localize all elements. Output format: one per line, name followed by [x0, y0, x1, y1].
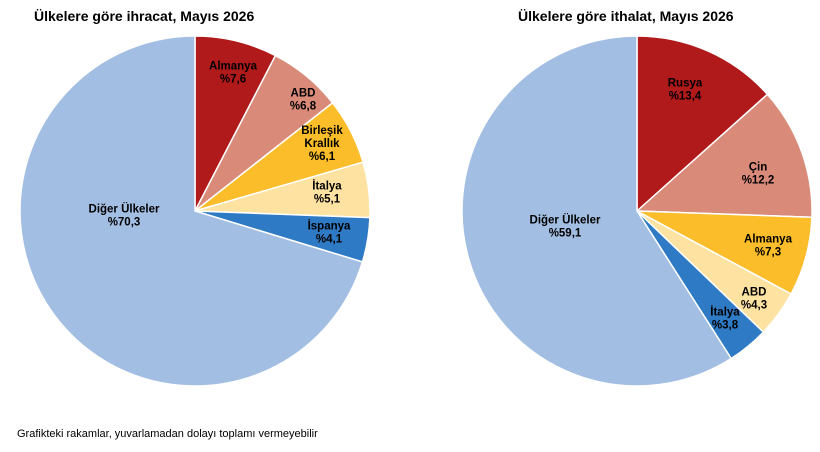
- slice-value: %12,2: [742, 175, 775, 187]
- slice-value: %7,3: [755, 247, 781, 259]
- slice-name: Almanya: [744, 234, 793, 246]
- slice-value: %4,1: [316, 234, 343, 246]
- slice-value: %4,3: [741, 300, 767, 312]
- slice-label-rusya: Rusya %13,4: [668, 78, 703, 103]
- slice-label-almanya: Almanya %7,3: [744, 234, 793, 259]
- slice-label-abd: ABD %6,8: [290, 88, 317, 113]
- footnote: Grafikteki rakamlar, yuvarlamadan dolayı…: [17, 428, 318, 440]
- slice-name: Almanya: [209, 61, 258, 73]
- export-pie-chart: Almanya %7,6 ABD %6,8 Birleşik Krallık %6,1 İta…: [19, 35, 371, 387]
- slice-name: ABD: [742, 287, 767, 299]
- slice-value: %70,3: [108, 217, 141, 229]
- slice-label-birlesik-krallik: Birleşik Krallık %6,1: [301, 125, 343, 163]
- pie-slice-diger-ulkeler: [461, 35, 733, 387]
- slice-value: %6,8: [290, 101, 317, 113]
- slice-label-i-spanya: İspanya %4,1: [308, 220, 351, 246]
- slice-label-i-talya: İtalya %3,8: [710, 306, 740, 332]
- pie-slice-rusya: [636, 35, 769, 213]
- slice-value: %59,1: [549, 228, 582, 240]
- slice-value: %13,4: [669, 91, 702, 103]
- slice-name: Diğer Ülkeler: [89, 203, 160, 216]
- slice-name: ABD: [291, 88, 316, 100]
- slice-label-diger-ulkeler: Diğer Ülkeler %59,1: [530, 214, 601, 240]
- slice-name: İspanya: [308, 220, 351, 233]
- pie-slice-diger-ulkeler: [19, 35, 364, 387]
- slice-name: İtalya: [312, 180, 342, 193]
- slice-name: Birleşik: [301, 125, 343, 137]
- import-pie-chart: Rusya %13,4 Çin %12,2 Almanya %7,3 ABD %4,3İtal…: [461, 35, 813, 387]
- slice-label-almanya: Almanya %7,6: [209, 61, 258, 86]
- slice-label-i-talya: İtalya %5,1: [312, 180, 342, 206]
- slice-value: %5,1: [314, 194, 341, 206]
- slice-value: %7,6: [220, 74, 246, 86]
- slice-name: İtalya: [710, 306, 740, 319]
- slice-value: %3,8: [712, 320, 739, 332]
- export-chart-title: Ülkelere göre ihracat, Mayıs 2026: [34, 8, 255, 24]
- slice-label-diger-ulkeler: Diğer Ülkeler %70,3: [89, 203, 160, 229]
- slice-label-cin: Çin %12,2: [742, 162, 775, 187]
- pie-slice-cin: [635, 93, 813, 219]
- import-chart-title: Ülkelere göre ithalat, Mayıs 2026: [518, 8, 734, 24]
- slice-name: Krallık: [304, 138, 340, 150]
- slice-value: %6,1: [309, 151, 336, 163]
- slice-label-abd: ABD %4,3: [741, 287, 767, 312]
- slice-name: Çin: [749, 162, 768, 174]
- slice-name: Rusya: [668, 78, 703, 90]
- slice-name: Diğer Ülkeler: [530, 214, 601, 227]
